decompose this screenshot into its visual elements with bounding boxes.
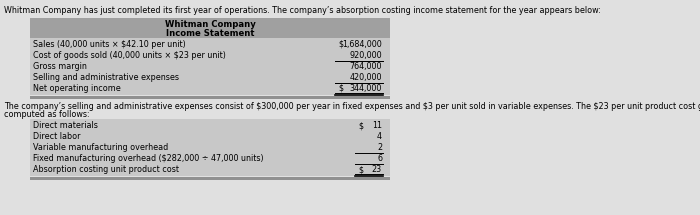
Text: 6: 6	[377, 154, 382, 163]
Text: Direct labor: Direct labor	[33, 132, 80, 141]
Bar	[30, 96, 390, 99]
Bar	[30, 38, 390, 95]
Bar	[30, 119, 390, 176]
Text: $: $	[358, 121, 363, 130]
Text: 2: 2	[377, 143, 382, 152]
Text: The company’s selling and administrative expenses consist of $300,000 per year i: The company’s selling and administrative…	[4, 102, 700, 111]
Bar	[30, 177, 390, 180]
Text: Net operating income: Net operating income	[33, 84, 120, 93]
Text: 764,000: 764,000	[349, 62, 382, 71]
Text: Fixed manufacturing overhead ($282,000 ÷ 47,000 units): Fixed manufacturing overhead ($282,000 ÷…	[33, 154, 264, 163]
Text: Whitman Company has just completed its first year of operations. The company’s a: Whitman Company has just completed its f…	[4, 6, 601, 15]
Text: Selling and administrative expenses: Selling and administrative expenses	[33, 73, 179, 82]
Text: Sales (40,000 units × $42.10 per unit): Sales (40,000 units × $42.10 per unit)	[33, 40, 186, 49]
Text: computed as follows:: computed as follows:	[4, 110, 90, 119]
Text: $: $	[338, 40, 343, 49]
Text: Absorption costing unit product cost: Absorption costing unit product cost	[33, 165, 179, 174]
Bar	[30, 18, 390, 38]
Text: 920,000: 920,000	[349, 51, 382, 60]
Text: 23: 23	[372, 165, 382, 174]
Text: Direct materials: Direct materials	[33, 121, 98, 130]
Text: Whitman Company: Whitman Company	[164, 20, 256, 29]
Text: 11: 11	[372, 121, 382, 130]
Text: Variable manufacturing overhead: Variable manufacturing overhead	[33, 143, 168, 152]
Text: Income Statement: Income Statement	[166, 29, 254, 38]
Text: Gross margin: Gross margin	[33, 62, 87, 71]
Text: $: $	[358, 165, 363, 174]
Text: $: $	[338, 84, 343, 93]
Text: Cost of goods sold (40,000 units × $23 per unit): Cost of goods sold (40,000 units × $23 p…	[33, 51, 226, 60]
Text: 4: 4	[377, 132, 382, 141]
Text: 344,000: 344,000	[349, 84, 382, 93]
Text: 420,000: 420,000	[349, 73, 382, 82]
Text: 1,684,000: 1,684,000	[342, 40, 382, 49]
